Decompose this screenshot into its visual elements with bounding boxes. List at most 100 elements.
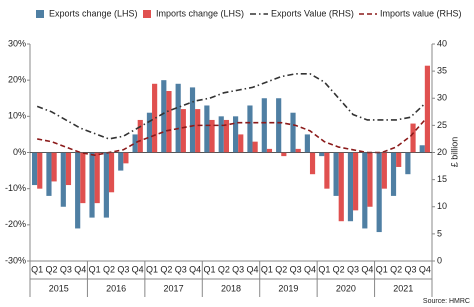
- x-tick-label: Q2: [333, 264, 345, 274]
- bar: [347, 152, 354, 222]
- bar: [424, 65, 430, 153]
- bar: [338, 152, 344, 222]
- source: Source: HMRC: [423, 298, 470, 305]
- x-tick-label: Q2: [160, 264, 172, 274]
- bar: [376, 152, 382, 233]
- bar: [281, 152, 287, 157]
- x-tick-label: Q3: [175, 264, 187, 274]
- bar: [261, 98, 267, 153]
- x-tick-label: Q1: [31, 264, 43, 274]
- y2-tick-label: 10: [437, 201, 447, 211]
- bar: [266, 148, 273, 153]
- y2-tick-label: 25: [437, 120, 447, 130]
- bar: [166, 91, 172, 153]
- bar: [333, 152, 339, 196]
- x-tick-label: Q2: [390, 264, 402, 274]
- bar: [195, 109, 201, 153]
- bar: [319, 152, 325, 157]
- x-tick-label: Q3: [347, 264, 359, 274]
- y-tick-label: 10%: [8, 111, 26, 121]
- year-label: 2020: [336, 283, 356, 293]
- y2-tick-label: 30: [437, 93, 447, 103]
- y2-tick-label: 15: [437, 174, 447, 184]
- year-label: 2016: [106, 283, 126, 293]
- bar: [32, 152, 38, 186]
- bar: [152, 83, 158, 153]
- x-tick-label: Q4: [361, 264, 373, 274]
- bar: [276, 98, 282, 153]
- year-label: 2015: [49, 283, 69, 293]
- x-tick-label: Q4: [74, 264, 86, 274]
- bar: [252, 141, 258, 153]
- legend-label: Imports value (RHS): [380, 8, 462, 18]
- legend-label: Exports change (LHS): [49, 8, 138, 18]
- bar: [381, 152, 387, 189]
- bar: [137, 119, 143, 153]
- legend-swatch: [36, 10, 44, 18]
- bar: [295, 148, 301, 153]
- bar: [390, 152, 397, 196]
- y2-tick-label: 35: [437, 66, 447, 76]
- bar: [410, 123, 416, 153]
- x-tick-label: Q3: [290, 264, 302, 274]
- x-tick-label: Q2: [218, 264, 230, 274]
- bar: [209, 119, 215, 153]
- year-label: 2018: [221, 283, 241, 293]
- bar: [89, 152, 95, 218]
- y-tick-label: 20%: [8, 75, 26, 85]
- x-tick-label: Q3: [232, 264, 244, 274]
- y2-tick-label: 40: [437, 38, 447, 48]
- legend-label: Exports Value (RHS): [271, 8, 354, 18]
- bar: [161, 80, 167, 153]
- bar: [75, 152, 81, 229]
- bar: [218, 116, 224, 153]
- x-tick-label: Q4: [189, 264, 201, 274]
- bar: [46, 152, 52, 196]
- line: [37, 119, 426, 157]
- x-tick-label: Q1: [203, 264, 215, 274]
- x-tick-label: Q1: [376, 264, 388, 274]
- y-tick-label: 0%: [13, 147, 26, 157]
- x-tick-label: Q1: [89, 264, 101, 274]
- bar: [419, 145, 425, 153]
- bar: [175, 83, 181, 153]
- y-tick-label: -20%: [5, 219, 26, 229]
- line: [36, 73, 426, 140]
- x-tick-label: Q3: [404, 264, 416, 274]
- x-tick-label: Q1: [318, 264, 330, 274]
- bar: [108, 152, 115, 193]
- year-label: 2019: [278, 283, 298, 293]
- bar: [204, 105, 210, 153]
- bar: [247, 105, 253, 153]
- bar: [94, 152, 100, 204]
- x-tick-label: Q1: [146, 264, 158, 274]
- x-tick-label: Q2: [275, 264, 287, 274]
- bar: [367, 152, 373, 207]
- bar: [103, 152, 109, 218]
- x-tick-label: Q4: [132, 264, 144, 274]
- x-tick-label: Q2: [103, 264, 115, 274]
- bar: [233, 116, 239, 153]
- x-tick-label: Q3: [117, 264, 129, 274]
- bar: [65, 152, 72, 186]
- y2-tick-label: 20: [437, 147, 447, 157]
- bar: [118, 152, 124, 171]
- y-tick-label: -10%: [5, 183, 26, 193]
- x-tick-label: Q4: [304, 264, 316, 274]
- bar: [238, 134, 244, 153]
- bar: [304, 134, 310, 153]
- y-tick-label: 30%: [8, 38, 26, 48]
- bar: [123, 152, 129, 164]
- bar: [37, 152, 43, 189]
- x-tick-label: Q4: [247, 264, 259, 274]
- bar: [189, 87, 196, 153]
- bar: [132, 134, 138, 153]
- bar: [51, 152, 57, 182]
- legend-swatch: [143, 10, 151, 18]
- bar: [396, 152, 402, 167]
- y2-tick-label: 5: [437, 228, 442, 238]
- year-label: 2021: [393, 283, 413, 293]
- x-tick-label: Q1: [261, 264, 273, 274]
- bar: [223, 119, 229, 153]
